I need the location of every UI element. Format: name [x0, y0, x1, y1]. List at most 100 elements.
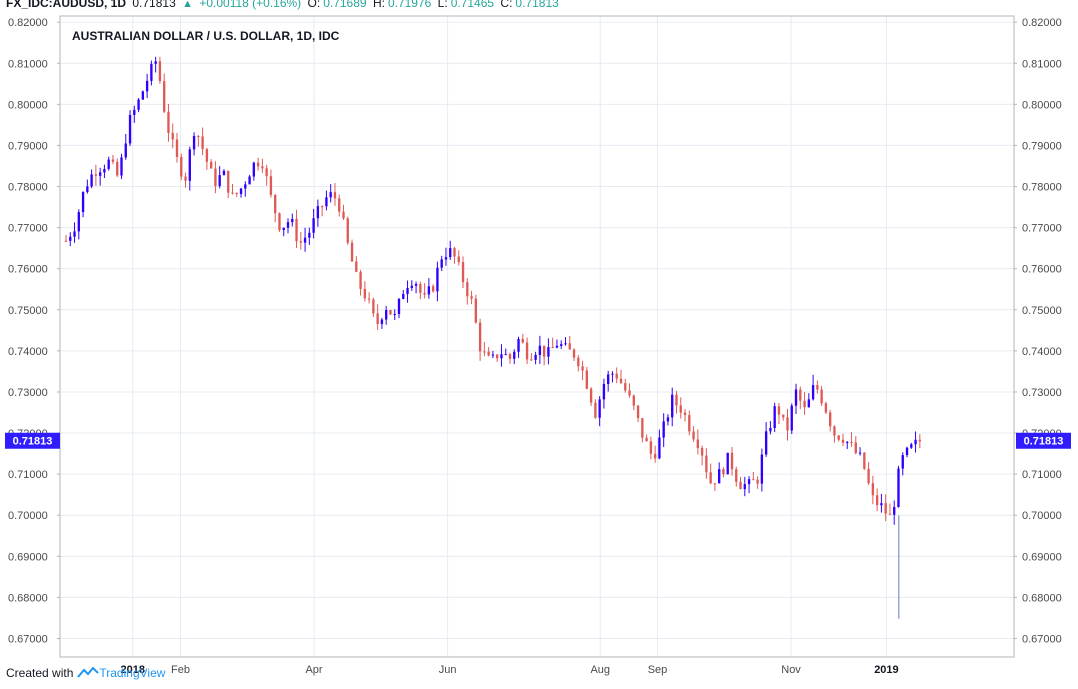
candle-body: [180, 156, 183, 177]
candle: [863, 451, 866, 471]
y-tick-label-left: 0.69000: [8, 551, 48, 563]
candle-body: [77, 212, 80, 232]
candle-body: [547, 347, 550, 357]
candle: [303, 227, 307, 252]
candle: [359, 269, 362, 296]
candle: [811, 374, 815, 401]
left-price-axis[interactable]: 0.82000 0.81000 0.80000 0.79000 0.78000 0.770…: [8, 17, 60, 646]
candle-body: [577, 357, 580, 367]
candle-body: [397, 298, 401, 315]
candle-body: [256, 162, 260, 167]
candle: [380, 317, 384, 329]
high-value: 0.71976: [387, 0, 432, 10]
time-axis[interactable]: 2018 Feb Apr Jun Aug Sep Nov 2019: [121, 664, 899, 676]
candle: [461, 256, 465, 289]
candle: [739, 476, 742, 490]
y-tick-label-right: 0.78000: [1022, 182, 1062, 194]
candle-body: [551, 347, 554, 349]
candle-body: [833, 426, 836, 436]
candle-body: [414, 283, 418, 286]
candle-body: [205, 149, 209, 162]
candle-body: [508, 354, 512, 359]
candle: [914, 431, 917, 453]
candle: [803, 392, 806, 415]
candle-body: [163, 81, 166, 112]
candle-body: [692, 431, 695, 440]
candle: [675, 390, 678, 414]
candle: [167, 103, 170, 142]
candle-body: [534, 354, 537, 360]
candle-body: [530, 359, 533, 361]
candle-body: [611, 373, 614, 375]
candle: [491, 351, 495, 359]
candle-body: [696, 439, 700, 449]
candle: [338, 194, 341, 217]
candle: [231, 183, 234, 195]
candle: [346, 216, 349, 245]
candle: [769, 421, 772, 435]
candle: [653, 445, 657, 463]
candle-body: [700, 448, 704, 456]
candle: [752, 471, 755, 481]
candle-body: [897, 468, 900, 508]
candle-body: [201, 136, 204, 150]
candle: [308, 227, 311, 245]
candle: [107, 156, 110, 171]
chart-title: AUSTRALIAN DOLLAR / U.S. DOLLAR, 1D, IDC: [72, 29, 340, 43]
candle-body: [521, 338, 524, 343]
candle-body: [410, 285, 413, 289]
candle: [184, 172, 187, 188]
candle: [342, 204, 345, 220]
candle-body: [286, 222, 290, 228]
candle-body: [111, 159, 115, 162]
candle: [158, 56, 162, 84]
candle-body: [308, 232, 311, 238]
candle: [457, 250, 460, 266]
created-with-text: Created with: [6, 666, 74, 680]
candle: [794, 383, 798, 415]
candle: [568, 335, 571, 350]
candle: [269, 169, 273, 198]
y-tick-label-right: 0.70000: [1022, 510, 1062, 522]
candle-body: [338, 198, 341, 212]
candle: [453, 246, 456, 264]
candle-body: [747, 479, 751, 485]
candle-body: [675, 394, 678, 406]
candle-body: [265, 168, 268, 177]
price-badges: 0.71813 0.71813: [5, 432, 1071, 449]
candle: [265, 164, 268, 186]
candle: [171, 123, 174, 149]
candle-body: [572, 349, 576, 358]
y-tick-label-left: 0.73000: [8, 387, 48, 399]
candle-body: [120, 157, 123, 176]
candle: [295, 209, 298, 249]
y-tick-label-right: 0.68000: [1022, 592, 1062, 604]
candle: [718, 462, 721, 484]
candle: [910, 442, 913, 449]
candle: [355, 256, 358, 273]
candle: [116, 158, 119, 178]
candle: [700, 445, 704, 466]
candle: [363, 281, 367, 302]
y-tick-label-left: 0.75000: [8, 305, 48, 317]
candle-body: [478, 322, 482, 352]
candle: [884, 494, 887, 522]
candle: [735, 466, 738, 487]
candle-body: [73, 231, 76, 237]
candle-body: [500, 354, 503, 359]
candle: [466, 278, 469, 305]
candle: [577, 354, 580, 372]
low-value: 0.71465: [450, 0, 495, 10]
right-price-axis[interactable]: 0.82000 0.81000 0.80000 0.79000 0.78000 0.770…: [1014, 17, 1062, 646]
tradingview-logo[interactable]: TradingView: [77, 666, 165, 680]
candle: [560, 340, 563, 349]
candle-body: [436, 267, 439, 292]
candle-body: [645, 437, 648, 442]
candle-body: [145, 80, 149, 92]
candle: [141, 90, 145, 100]
candle: [333, 183, 337, 206]
candle: [551, 337, 554, 349]
candle-body: [722, 469, 725, 475]
y-tick-label-right: 0.67000: [1022, 634, 1062, 646]
